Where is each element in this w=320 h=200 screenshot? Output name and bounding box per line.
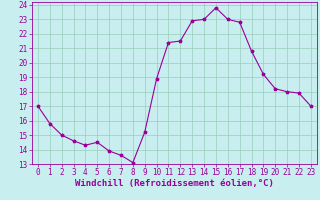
X-axis label: Windchill (Refroidissement éolien,°C): Windchill (Refroidissement éolien,°C) <box>75 179 274 188</box>
